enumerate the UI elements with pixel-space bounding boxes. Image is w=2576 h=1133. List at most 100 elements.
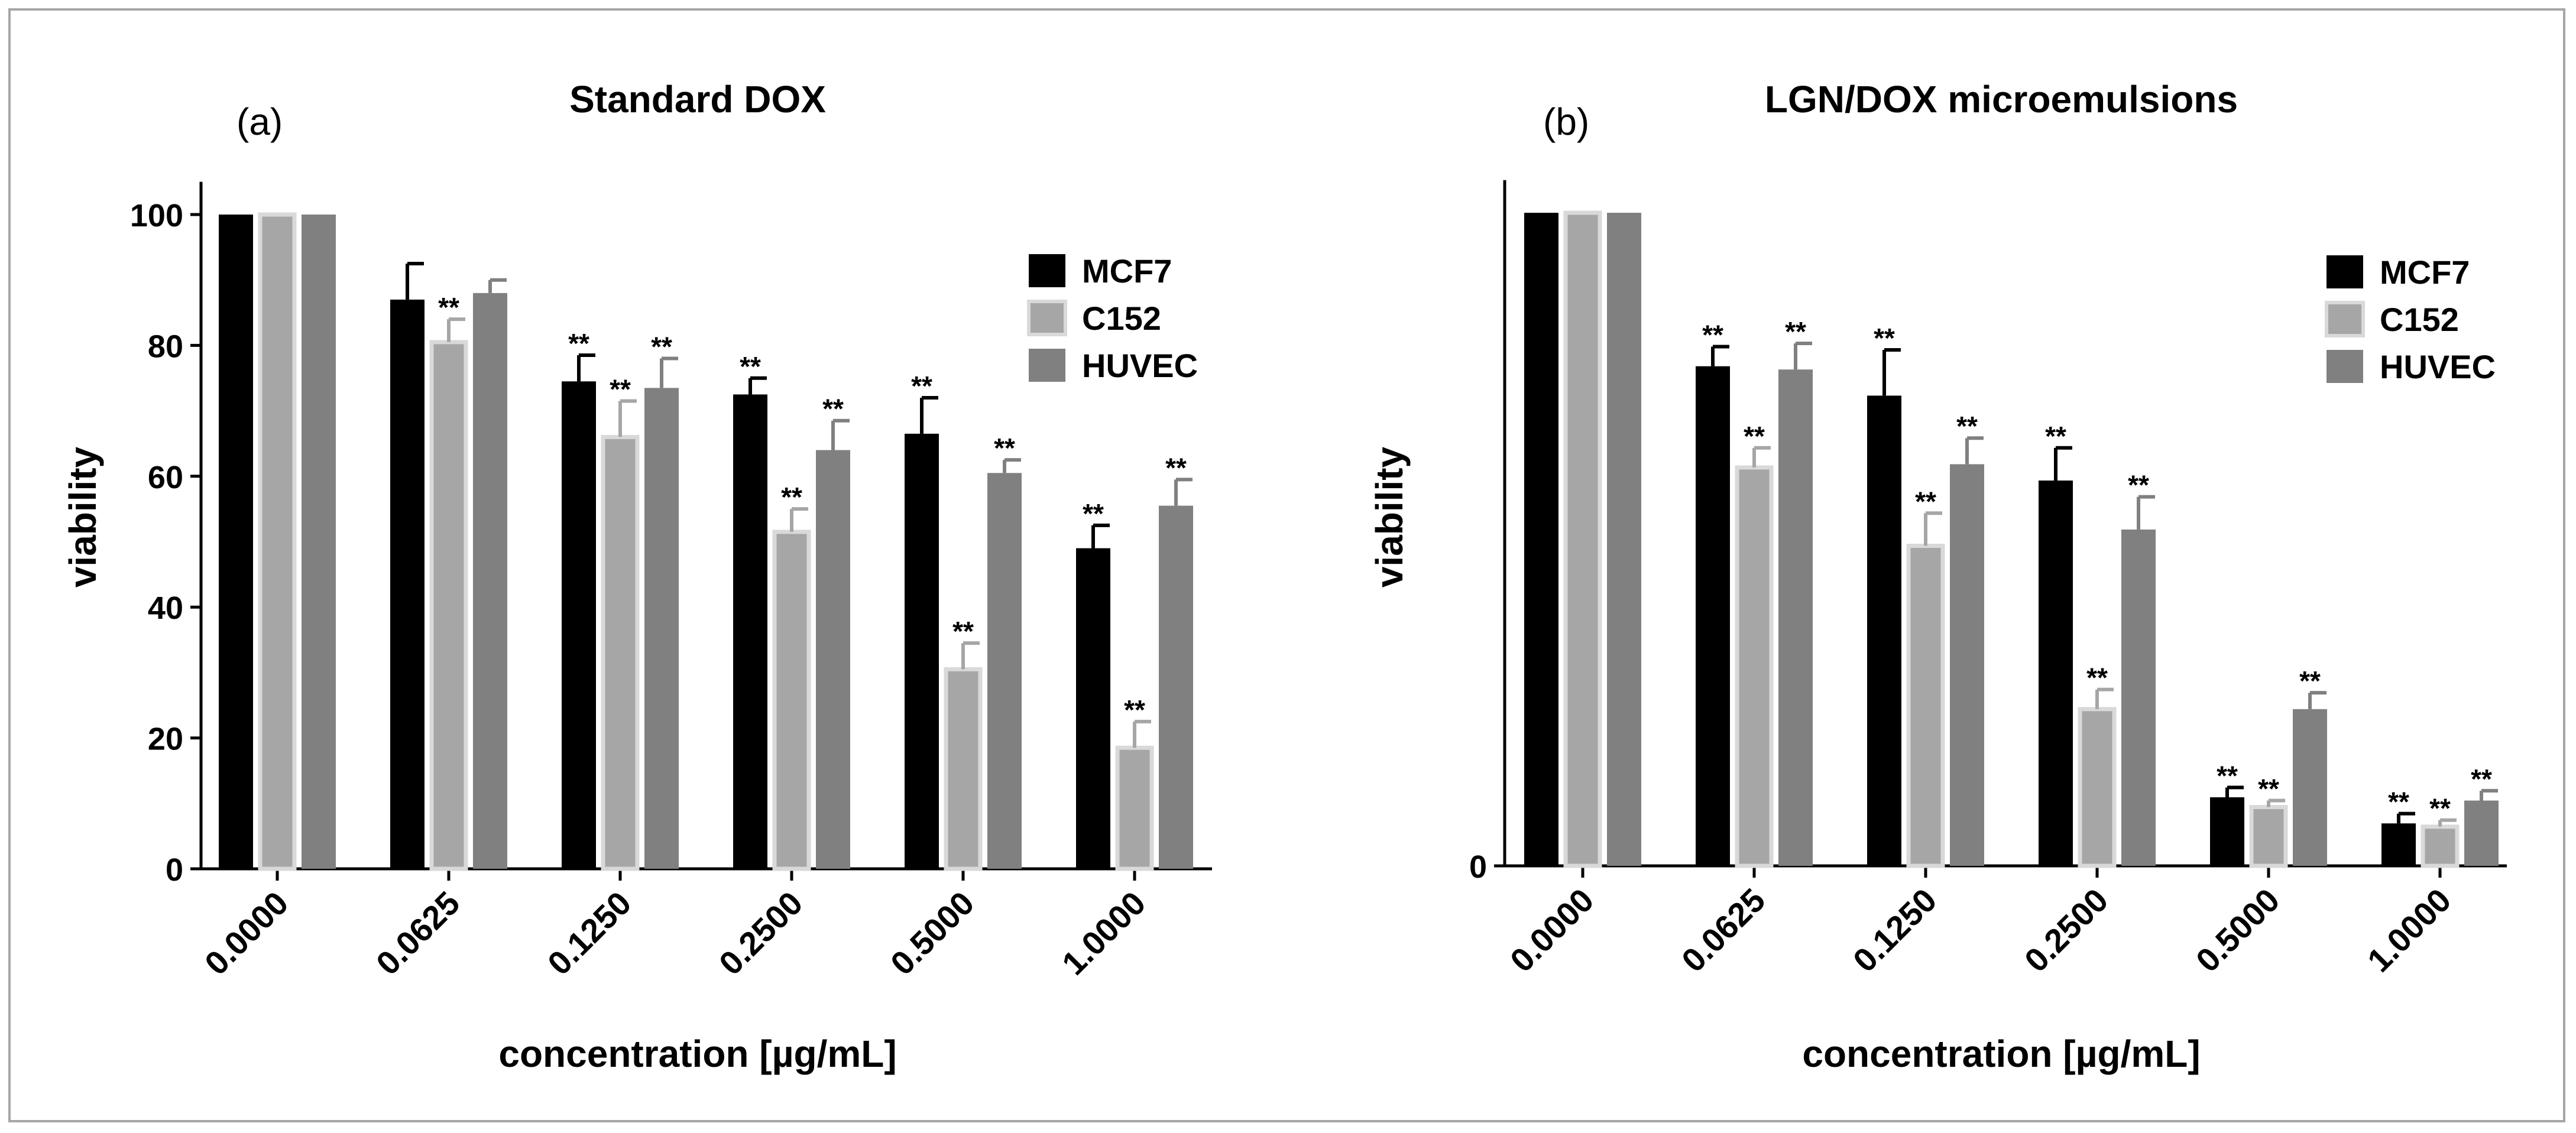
panel-a-y-tick-label: 0: [166, 852, 183, 888]
panel-a-label: (a): [236, 100, 283, 143]
panel-b-significance-label: **: [2388, 787, 2409, 817]
panel-a-legend-swatch-c152: [1027, 300, 1067, 336]
panel-b-x-tick-label: 1.0000: [2360, 881, 2458, 979]
panel-a-bar-c152: [1115, 745, 1154, 871]
panel-b-significance-label: **: [2429, 793, 2451, 824]
panel-b-significance-label: **: [1956, 411, 1978, 441]
panel-a-x-tick-label: 0.5000: [883, 884, 981, 982]
panel-b-bar-c152: [1735, 465, 1774, 868]
panel-a-bar-huvec: [816, 450, 850, 869]
panel-a-ylabel: viability: [61, 446, 104, 587]
panel-a-bar-huvec: [644, 388, 679, 869]
panel-a-y-tick-label: 80: [148, 329, 183, 364]
panel-b-significance-label: **: [1744, 421, 1765, 452]
panel-b-significance-label: **: [1702, 320, 1723, 350]
panel-b-bar-huvec: [1950, 464, 1984, 866]
panel-a-x-tick-label: 0.2500: [712, 884, 810, 982]
panel-b-plot-area: 0 0.0000 0.0625 ** ** ** 0.1250 ** ** ** 0.2500 ** *…: [1469, 180, 2507, 979]
panel-a-plot-area: 0 20 40 60 80 100 0.0000 0.0625 ** 0.1250 ** ** ** 0.…: [130, 181, 1212, 982]
panel-a-significance-label: **: [994, 433, 1015, 463]
panel-a-legend-swatch-huvec: [1029, 349, 1065, 382]
panel-b-legend-swatch-c152: [2325, 301, 2365, 337]
panel-a-title: Standard DOX: [569, 78, 826, 121]
panel-a-significance-label: **: [952, 616, 974, 647]
panel-b-x-tick-label: 0.0625: [1674, 881, 1773, 979]
panel-b-significance-label: **: [2299, 665, 2321, 696]
panel-a-bar-mcf7: [1076, 548, 1110, 869]
panel-b-chart: (b) LGN/DOX microemulsions concentration…: [1368, 78, 2507, 1075]
panel-a-significance-label: **: [781, 482, 802, 512]
panel-b-significance-label: **: [1915, 486, 1936, 517]
panel-a-bar-c152: [944, 667, 983, 871]
panel-a-legend-label-mcf7: MCF7: [1082, 252, 1172, 290]
panel-b-bar-c152: [2078, 707, 2117, 868]
panel-b-bar-mcf7: [2210, 797, 2244, 866]
panel-b-bar-mcf7: [1524, 213, 1558, 866]
panel-b-legend-label-c152: C152: [2380, 301, 2459, 338]
panel-a-bar-c152: [258, 212, 297, 871]
panel-a-y-tick-label: 20: [148, 722, 183, 757]
panel-b-legend-swatch-mcf7: [2326, 255, 2363, 288]
panel-a-y-tick-label: 60: [148, 460, 183, 495]
panel-a-chart: (a) Standard DOX concentration [µg/mL] v…: [61, 78, 1212, 1075]
panel-b-bar-c152: [2421, 824, 2460, 868]
panel-a-significance-label: **: [740, 351, 761, 382]
panel-a-significance-label: **: [651, 332, 672, 362]
panel-b-bar-mcf7: [1867, 395, 1901, 866]
panel-a-bar-c152: [429, 340, 468, 871]
panel-a-bar-mcf7: [562, 381, 596, 869]
panel-b-significance-label: **: [2045, 421, 2066, 452]
panel-b-bar-huvec: [2293, 709, 2327, 866]
panel-a-bar-mcf7: [733, 394, 767, 869]
panel-b-significance-label: **: [2471, 764, 2492, 794]
panel-b-significance-label: **: [2086, 663, 2108, 693]
panel-b-bar-c152: [1906, 544, 1945, 868]
panel-a-legend-swatch-mcf7: [1029, 254, 1065, 287]
panel-a-legend-label-c152: C152: [1082, 300, 1161, 337]
panel-a-bar-huvec: [1159, 505, 1193, 869]
panel-a-significance-label: **: [438, 292, 459, 323]
panel-b-significance-label: **: [1785, 316, 1806, 347]
panel-b-legend-label-huvec: HUVEC: [2380, 348, 2496, 385]
panel-b-x-tick-label: 0.2500: [2017, 881, 2115, 979]
figure-frame: [8, 8, 2565, 1122]
panel-a-y-tick-label: 40: [148, 590, 183, 626]
panel-b-bar-mcf7: [2039, 481, 2073, 866]
panel-b-legend-label-mcf7: MCF7: [2380, 254, 2470, 291]
panel-b-bar-huvec: [1778, 369, 1813, 866]
panel-b-label: (b): [1543, 100, 1589, 143]
panel-b-x-tick-label: 0.1250: [1846, 881, 1944, 979]
panel-a-bar-mcf7: [219, 215, 253, 869]
panel-a-x-tick-label: 0.1250: [540, 884, 639, 982]
panel-b-legend-swatch-huvec: [2326, 350, 2363, 383]
panel-a-x-tick-label: 0.0000: [197, 884, 296, 982]
panel-a-bar-c152: [772, 530, 811, 871]
panel-b-y-tick-label: 0: [1469, 849, 1487, 885]
panel-a-significance-label: **: [822, 394, 844, 424]
panel-a-significance-label: **: [1083, 498, 1104, 529]
panel-a-x-tick-label: 1.0000: [1055, 884, 1153, 982]
panel-a-legend-label-huvec: HUVEC: [1082, 347, 1198, 384]
panel-a-significance-label: **: [568, 328, 589, 359]
panel-a-xlabel: concentration [µg/mL]: [498, 1033, 896, 1075]
panel-b-title: LGN/DOX microemulsions: [1765, 78, 2238, 121]
panel-a-x-tick-label: 0.0625: [369, 884, 467, 982]
panel-a-bar-c152: [601, 434, 640, 871]
panel-b-bar-c152: [2249, 805, 2288, 868]
panel-b-significance-label: **: [2128, 470, 2149, 501]
panel-a-bar-huvec: [302, 215, 336, 869]
panel-b-significance-label: **: [2217, 760, 2238, 791]
panel-a-significance-label: **: [911, 371, 932, 401]
panel-a-y-tick-label: 100: [130, 198, 183, 233]
panel-a-bar-huvec: [473, 293, 507, 869]
panel-b-ylabel: viability: [1368, 446, 1411, 587]
panel-b-bar-huvec: [2121, 529, 2156, 866]
panel-a-bar-mcf7: [905, 433, 939, 869]
panel-b-x-tick-label: 0.5000: [2189, 881, 2287, 979]
panel-b-bar-huvec: [1607, 213, 1641, 866]
panel-a-bar-huvec: [987, 473, 1022, 869]
panel-b-bar-mcf7: [1696, 366, 1730, 866]
panel-b-significance-label: **: [2258, 774, 2279, 804]
panel-b-bar-c152: [1563, 210, 1602, 868]
